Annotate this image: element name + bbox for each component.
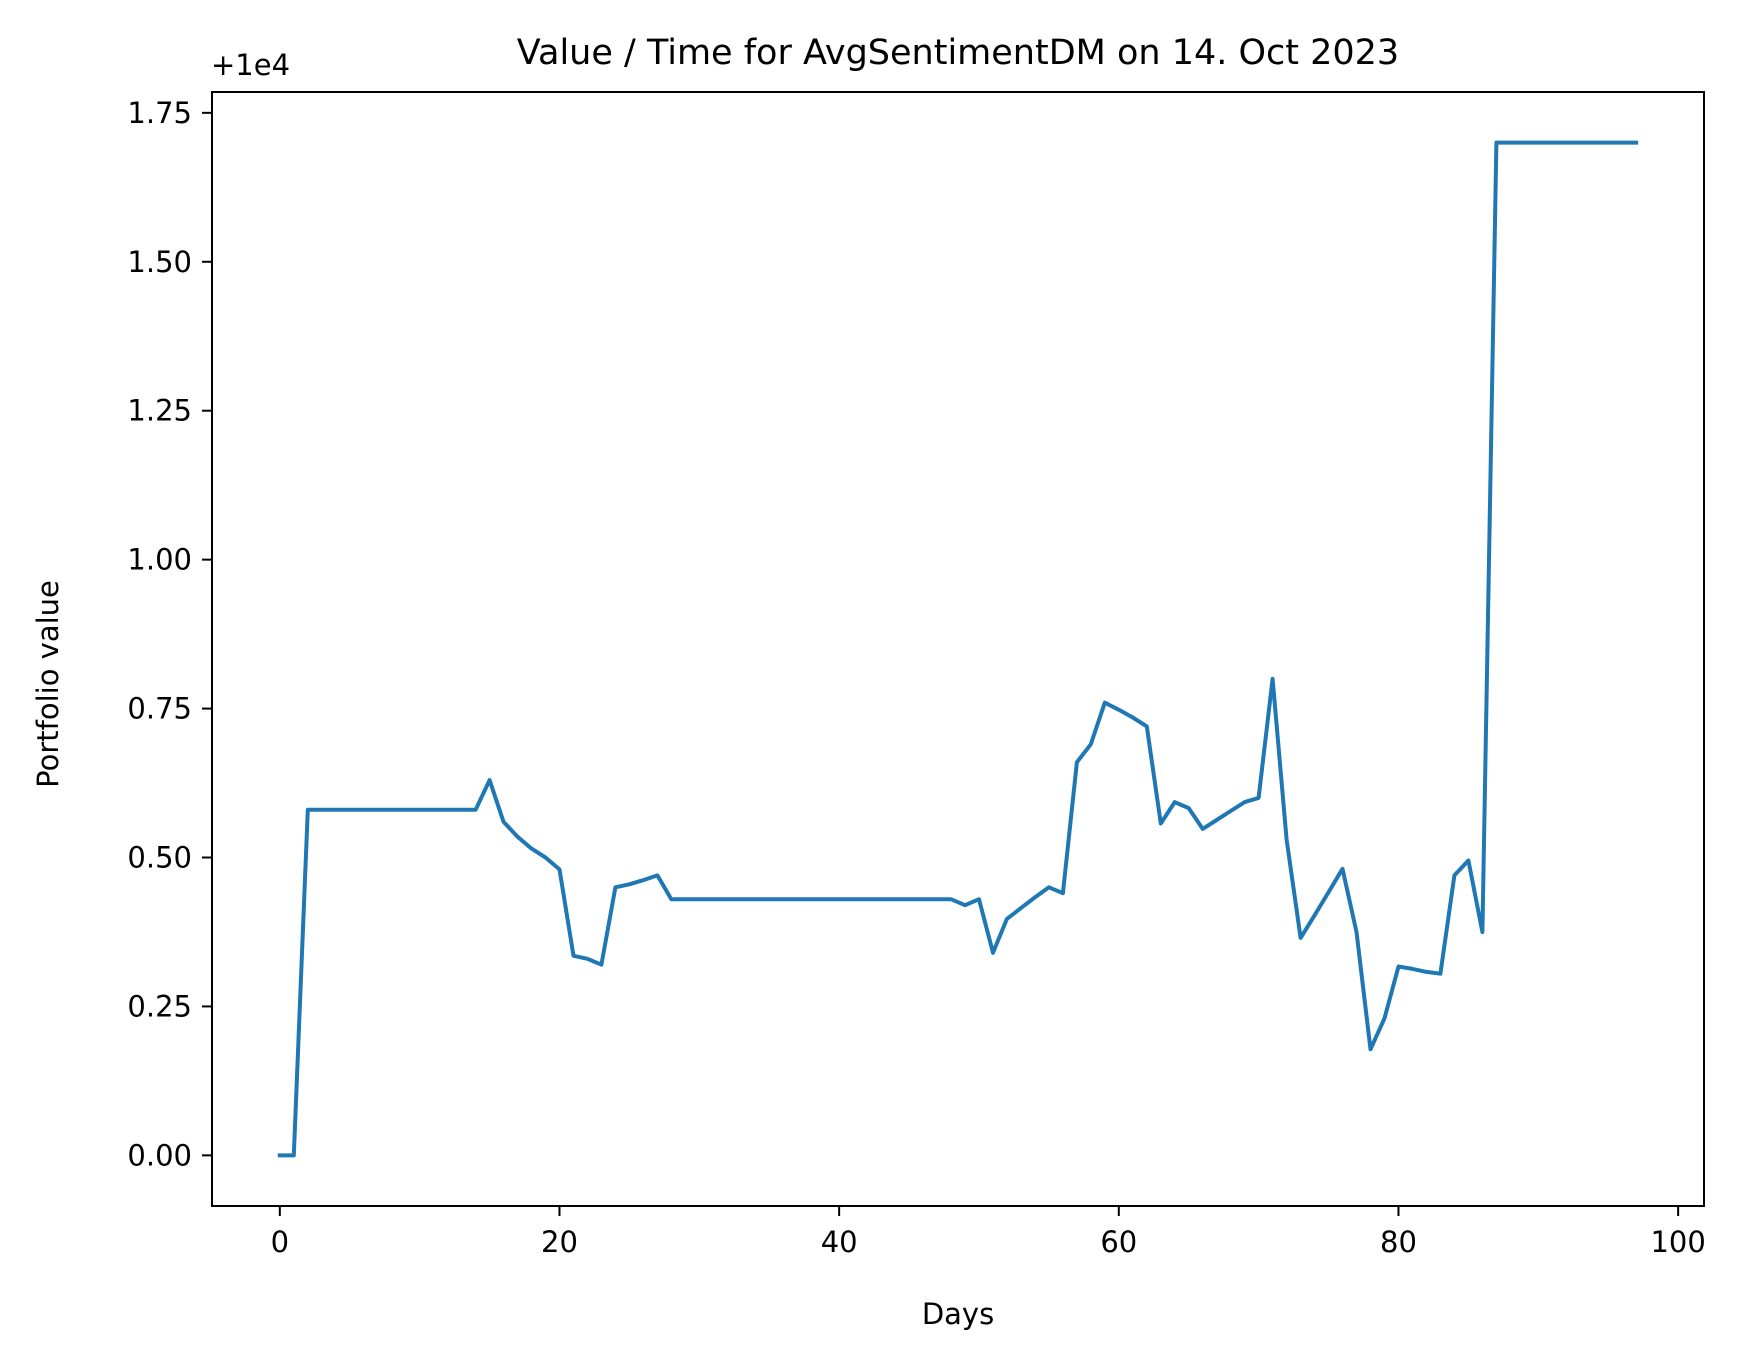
- series-line: [277, 140, 1639, 1158]
- y-tick-label: 0.00: [127, 1138, 192, 1172]
- y-axis-ticks: 0.00 0.25 0.50 0.75 1.00 1.25 1.50 1.75: [127, 96, 212, 1172]
- x-axis-label: Days: [922, 1297, 994, 1331]
- y-tick-label: 1.75: [127, 96, 192, 130]
- x-tick-label: 100: [1650, 1225, 1705, 1259]
- y-axis-label: Portfolio value: [31, 580, 65, 788]
- y-tick-label: 1.50: [127, 245, 192, 279]
- x-axis-ticks: 0 20 40 60 80 100: [271, 1206, 1706, 1259]
- y-tick-label: 1.25: [127, 394, 192, 428]
- y-tick-label: 0.50: [127, 841, 192, 875]
- y-tick-label: 0.25: [127, 989, 192, 1023]
- y-tick-label: 0.75: [127, 692, 192, 726]
- x-tick-label: 80: [1380, 1225, 1417, 1259]
- x-tick-label: 40: [821, 1225, 858, 1259]
- chart-title: Value / Time for AvgSentimentDM on 14. O…: [517, 33, 1399, 73]
- x-tick-label: 60: [1100, 1225, 1137, 1259]
- x-tick-label: 20: [541, 1225, 578, 1259]
- y-tick-label: 1.00: [127, 543, 192, 577]
- y-axis-offset-label: +1e4: [211, 48, 290, 82]
- plot-frame: [211, 91, 1705, 1207]
- x-tick-label: 0: [271, 1225, 289, 1259]
